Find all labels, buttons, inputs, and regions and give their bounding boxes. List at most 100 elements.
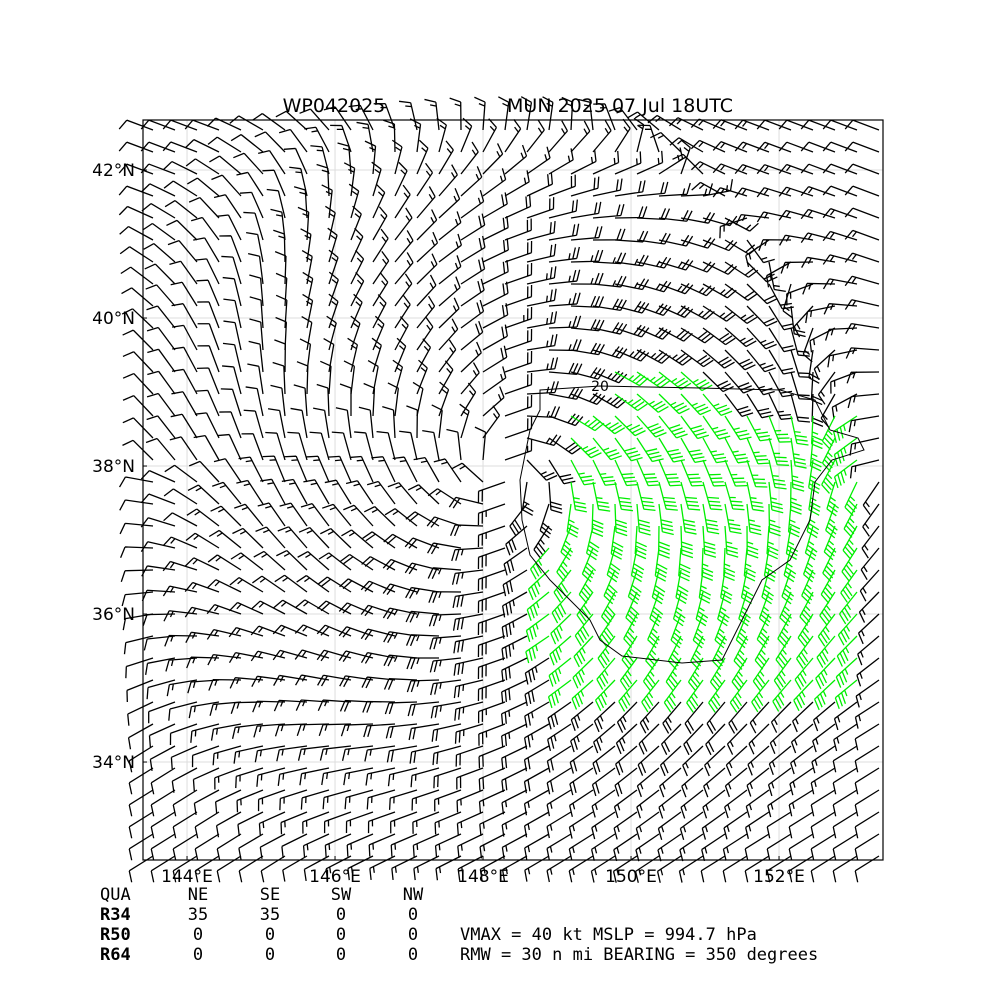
wind-barb — [171, 303, 198, 329]
wind-barb — [546, 767, 572, 795]
wind-barb — [249, 318, 264, 351]
wind-barb — [600, 591, 616, 626]
wind-barb — [592, 150, 620, 175]
wind-barb — [235, 767, 264, 789]
wind-barb — [802, 327, 814, 363]
wind-barb — [712, 141, 748, 153]
wind-barb — [213, 194, 242, 219]
wind-barb — [228, 626, 264, 638]
wind-barb — [343, 360, 356, 395]
table-header: NE — [188, 885, 208, 905]
wind-barb — [383, 654, 418, 667]
wind-barb — [416, 231, 439, 263]
wind-barb — [197, 301, 220, 329]
wind-barb — [142, 222, 176, 241]
wind-barb — [746, 503, 762, 536]
wind-barb — [778, 163, 814, 175]
wind-barb — [216, 833, 242, 861]
wind-barb — [323, 811, 352, 834]
wind-barb — [297, 206, 310, 241]
wind-barb — [766, 855, 792, 883]
x-tick-label: 150°E — [605, 867, 657, 887]
wind-barb — [778, 209, 814, 221]
wind-barb — [252, 575, 286, 593]
wind-barb — [277, 767, 308, 786]
wind-barb — [337, 142, 352, 175]
wind-barb — [474, 96, 486, 131]
wind-barb — [733, 635, 748, 670]
wind-barb — [658, 282, 694, 295]
wind-barb — [712, 187, 748, 198]
wind-barb — [639, 701, 660, 734]
wind-barb — [404, 537, 440, 549]
wind-barb — [504, 170, 530, 197]
wind-barb — [844, 207, 880, 219]
wind-barb — [184, 581, 220, 593]
wind-barb — [591, 789, 616, 818]
wind-barb — [349, 455, 374, 483]
wind-barb — [636, 181, 669, 197]
wind-barb — [238, 456, 264, 483]
wind-barb — [570, 249, 604, 263]
wind-barb — [603, 569, 618, 605]
wind-barb — [856, 657, 880, 687]
wind-barb — [503, 547, 528, 576]
wind-barb — [705, 723, 726, 756]
wind-barb — [778, 119, 814, 131]
wind-barb — [658, 789, 682, 819]
wind-barb — [482, 192, 508, 219]
wind-barb — [339, 578, 374, 593]
wind-barb — [140, 541, 176, 552]
wind-barb — [724, 327, 757, 348]
wind-barb — [680, 525, 694, 559]
wind-barb — [702, 239, 738, 252]
wind-barb — [549, 635, 572, 666]
wind-barb — [526, 266, 557, 285]
wind-barb — [416, 338, 432, 373]
wind-barb — [193, 434, 220, 461]
wind-barb — [229, 115, 264, 131]
wind-barb — [548, 269, 581, 285]
wind-barb — [364, 745, 396, 762]
wind-barb — [258, 811, 286, 836]
wind-barb — [270, 384, 286, 417]
wind-barb — [744, 855, 770, 883]
wind-barb — [231, 723, 264, 739]
wind-barb — [642, 657, 660, 692]
wind-barb — [416, 186, 436, 219]
wind-barb — [613, 789, 638, 819]
wind-barb — [546, 745, 572, 773]
wind-barb — [678, 855, 704, 883]
wind-barb — [262, 169, 286, 197]
wind-barb — [247, 252, 264, 285]
wind-barb — [790, 415, 809, 446]
wind-barb — [746, 327, 777, 350]
wind-barb — [276, 745, 308, 762]
wind-barb — [758, 239, 792, 251]
wind-barb — [800, 119, 836, 131]
wind-barb — [431, 404, 443, 439]
wind-barb — [821, 459, 836, 494]
wind-barb — [672, 153, 704, 175]
wind-barb — [845, 322, 880, 335]
wind-barb — [350, 293, 363, 329]
wind-barb — [436, 117, 447, 153]
wind-barb — [509, 503, 528, 537]
wind-barb — [525, 613, 550, 642]
wind-barb — [302, 811, 330, 834]
wind-barb — [407, 701, 440, 717]
wind-barb — [810, 811, 836, 839]
wind-barb — [832, 767, 858, 795]
wind-barb — [658, 415, 688, 439]
wind-barb — [746, 305, 778, 327]
wind-barb — [724, 767, 748, 798]
wind-barb — [551, 591, 572, 624]
wind-barb — [777, 613, 792, 648]
title-left: WP042025 — [283, 95, 386, 117]
wind-barb — [702, 393, 733, 416]
wind-barb — [477, 701, 506, 724]
wind-barb — [546, 811, 572, 839]
wind-barb — [658, 481, 678, 511]
wind-barb — [790, 723, 814, 754]
